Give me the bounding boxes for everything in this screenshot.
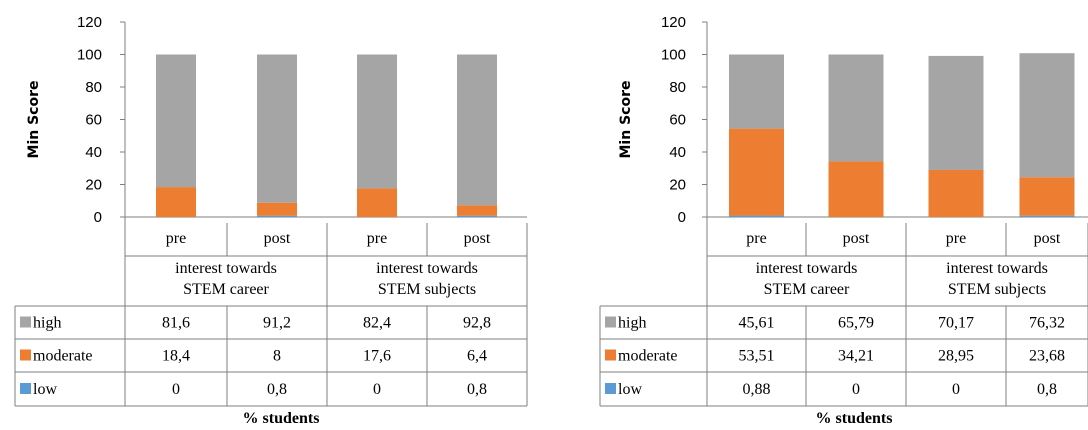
bar-low-3: [457, 215, 497, 217]
bar-low-1: [257, 215, 297, 217]
x-group-label: interest towards: [756, 260, 858, 277]
data-table-value: 82,4: [363, 315, 391, 332]
x-group-label: interest towards: [376, 260, 478, 277]
x-group-label: STEM subjects: [378, 281, 476, 298]
data-table-value: 0: [952, 381, 960, 398]
bar-high-1: [257, 54, 297, 203]
y-tick-label: 20: [669, 177, 686, 194]
legend-key-low: [605, 383, 616, 394]
data-table-value: 53,51: [739, 348, 775, 365]
legend-key-low: [20, 383, 31, 394]
data-table-value: 18,4: [162, 348, 190, 365]
bar-high-2: [357, 54, 397, 189]
bar-moderate-3: [1019, 177, 1075, 216]
chart-right: Min Score 0 20 40 60 80 100 120 pre post pre post in…: [544, 0, 1088, 430]
y-tick-label: 60: [669, 112, 686, 129]
x-axis-title: % students: [243, 410, 320, 427]
bar-low-3: [1019, 215, 1075, 217]
data-table-value: 0: [373, 381, 381, 398]
bar-high-2: [928, 55, 984, 170]
x-category-label: pre: [166, 230, 186, 247]
chart-left: Min Score 0 20 40 60 80 100 120 pre post pre post in…: [14, 14, 528, 427]
data-table-value: 6,4: [467, 348, 487, 365]
chart-svg-1: Min Score 0 20 40 60 80 100 120 pre post pre post in…: [599, 14, 1088, 427]
x-group-label: interest towards: [946, 260, 1048, 277]
y-tick-label: 60: [85, 112, 102, 129]
bar-moderate-2: [928, 169, 984, 217]
y-tick-label: 80: [85, 79, 102, 96]
y-tick-label: 80: [669, 79, 686, 96]
legend-key-high: [605, 316, 616, 328]
y-tick-label: 100: [661, 47, 686, 64]
data-table-value: 0,8: [267, 381, 287, 398]
bar-high-0: [729, 54, 784, 129]
data-table-value: 23,68: [1029, 348, 1065, 365]
data-table-value: 8: [273, 348, 281, 365]
bar-moderate-0: [156, 187, 196, 217]
legend-label-high: high: [33, 315, 61, 332]
bar-high-3: [457, 54, 497, 206]
data-table-value: 0,88: [743, 381, 771, 398]
x-category-label: post: [1034, 230, 1061, 247]
x-group-label: STEM career: [764, 281, 850, 298]
bar-high-0: [156, 54, 196, 188]
data-table-value: 0: [172, 381, 180, 398]
legend-key-moderate: [20, 349, 31, 361]
x-category-label: pre: [367, 230, 387, 247]
y-tick-label: 0: [94, 209, 102, 226]
data-table-value: 81,6: [162, 315, 190, 332]
data-table-value: 65,79: [838, 315, 874, 332]
x-category-label: post: [843, 230, 870, 247]
x-group-label: STEM career: [183, 281, 269, 298]
data-table-value: 17,6: [363, 348, 391, 365]
y-tick-label: 100: [77, 47, 102, 64]
y-tick-label: 120: [661, 14, 686, 31]
legend-label-low: low: [33, 381, 57, 398]
bar-moderate-1: [828, 161, 884, 217]
legend-label-moderate: moderate: [618, 348, 678, 365]
data-table-value: 0: [852, 381, 860, 398]
bar-moderate-2: [357, 188, 397, 217]
bar-high-1: [828, 54, 884, 162]
x-category-label: pre: [746, 230, 766, 247]
y-tick-label: 40: [85, 144, 102, 161]
legend-label-low: low: [618, 381, 642, 398]
legend-key-high: [20, 316, 31, 328]
x-category-label: pre: [946, 230, 966, 247]
data-table-value: 76,32: [1029, 315, 1065, 332]
data-table-value: 0,8: [467, 381, 487, 398]
data-table-value: 45,61: [739, 315, 775, 332]
y-axis-title: Min Score: [618, 81, 634, 159]
data-table-value: 91,2: [263, 315, 291, 332]
data-table-value: 92,8: [463, 315, 491, 332]
x-category-label: post: [464, 230, 491, 247]
data-table-value: 28,95: [938, 348, 974, 365]
y-axis-title: Min Score: [26, 81, 42, 159]
x-group-label: interest towards: [175, 260, 277, 277]
x-group-label: STEM subjects: [948, 281, 1046, 298]
bar-moderate-0: [729, 128, 784, 216]
bar-moderate-1: [257, 202, 297, 216]
legend-key-moderate: [605, 349, 616, 361]
legend-label-high: high: [618, 315, 646, 332]
data-table-value: 0,8: [1037, 381, 1057, 398]
y-tick-label: 40: [669, 144, 686, 161]
y-tick-label: 20: [85, 177, 102, 194]
y-tick-label: 0: [678, 209, 686, 226]
bar-moderate-3: [457, 205, 497, 216]
bar-high-3: [1019, 53, 1075, 178]
data-table-value: 34,21: [838, 348, 874, 365]
data-table-value: 70,17: [938, 315, 974, 332]
y-tick-label: 120: [77, 14, 102, 31]
bar-low-0: [729, 215, 784, 217]
x-category-label: post: [264, 230, 291, 247]
legend-label-moderate: moderate: [33, 348, 93, 365]
x-axis-title: % students: [816, 410, 893, 427]
